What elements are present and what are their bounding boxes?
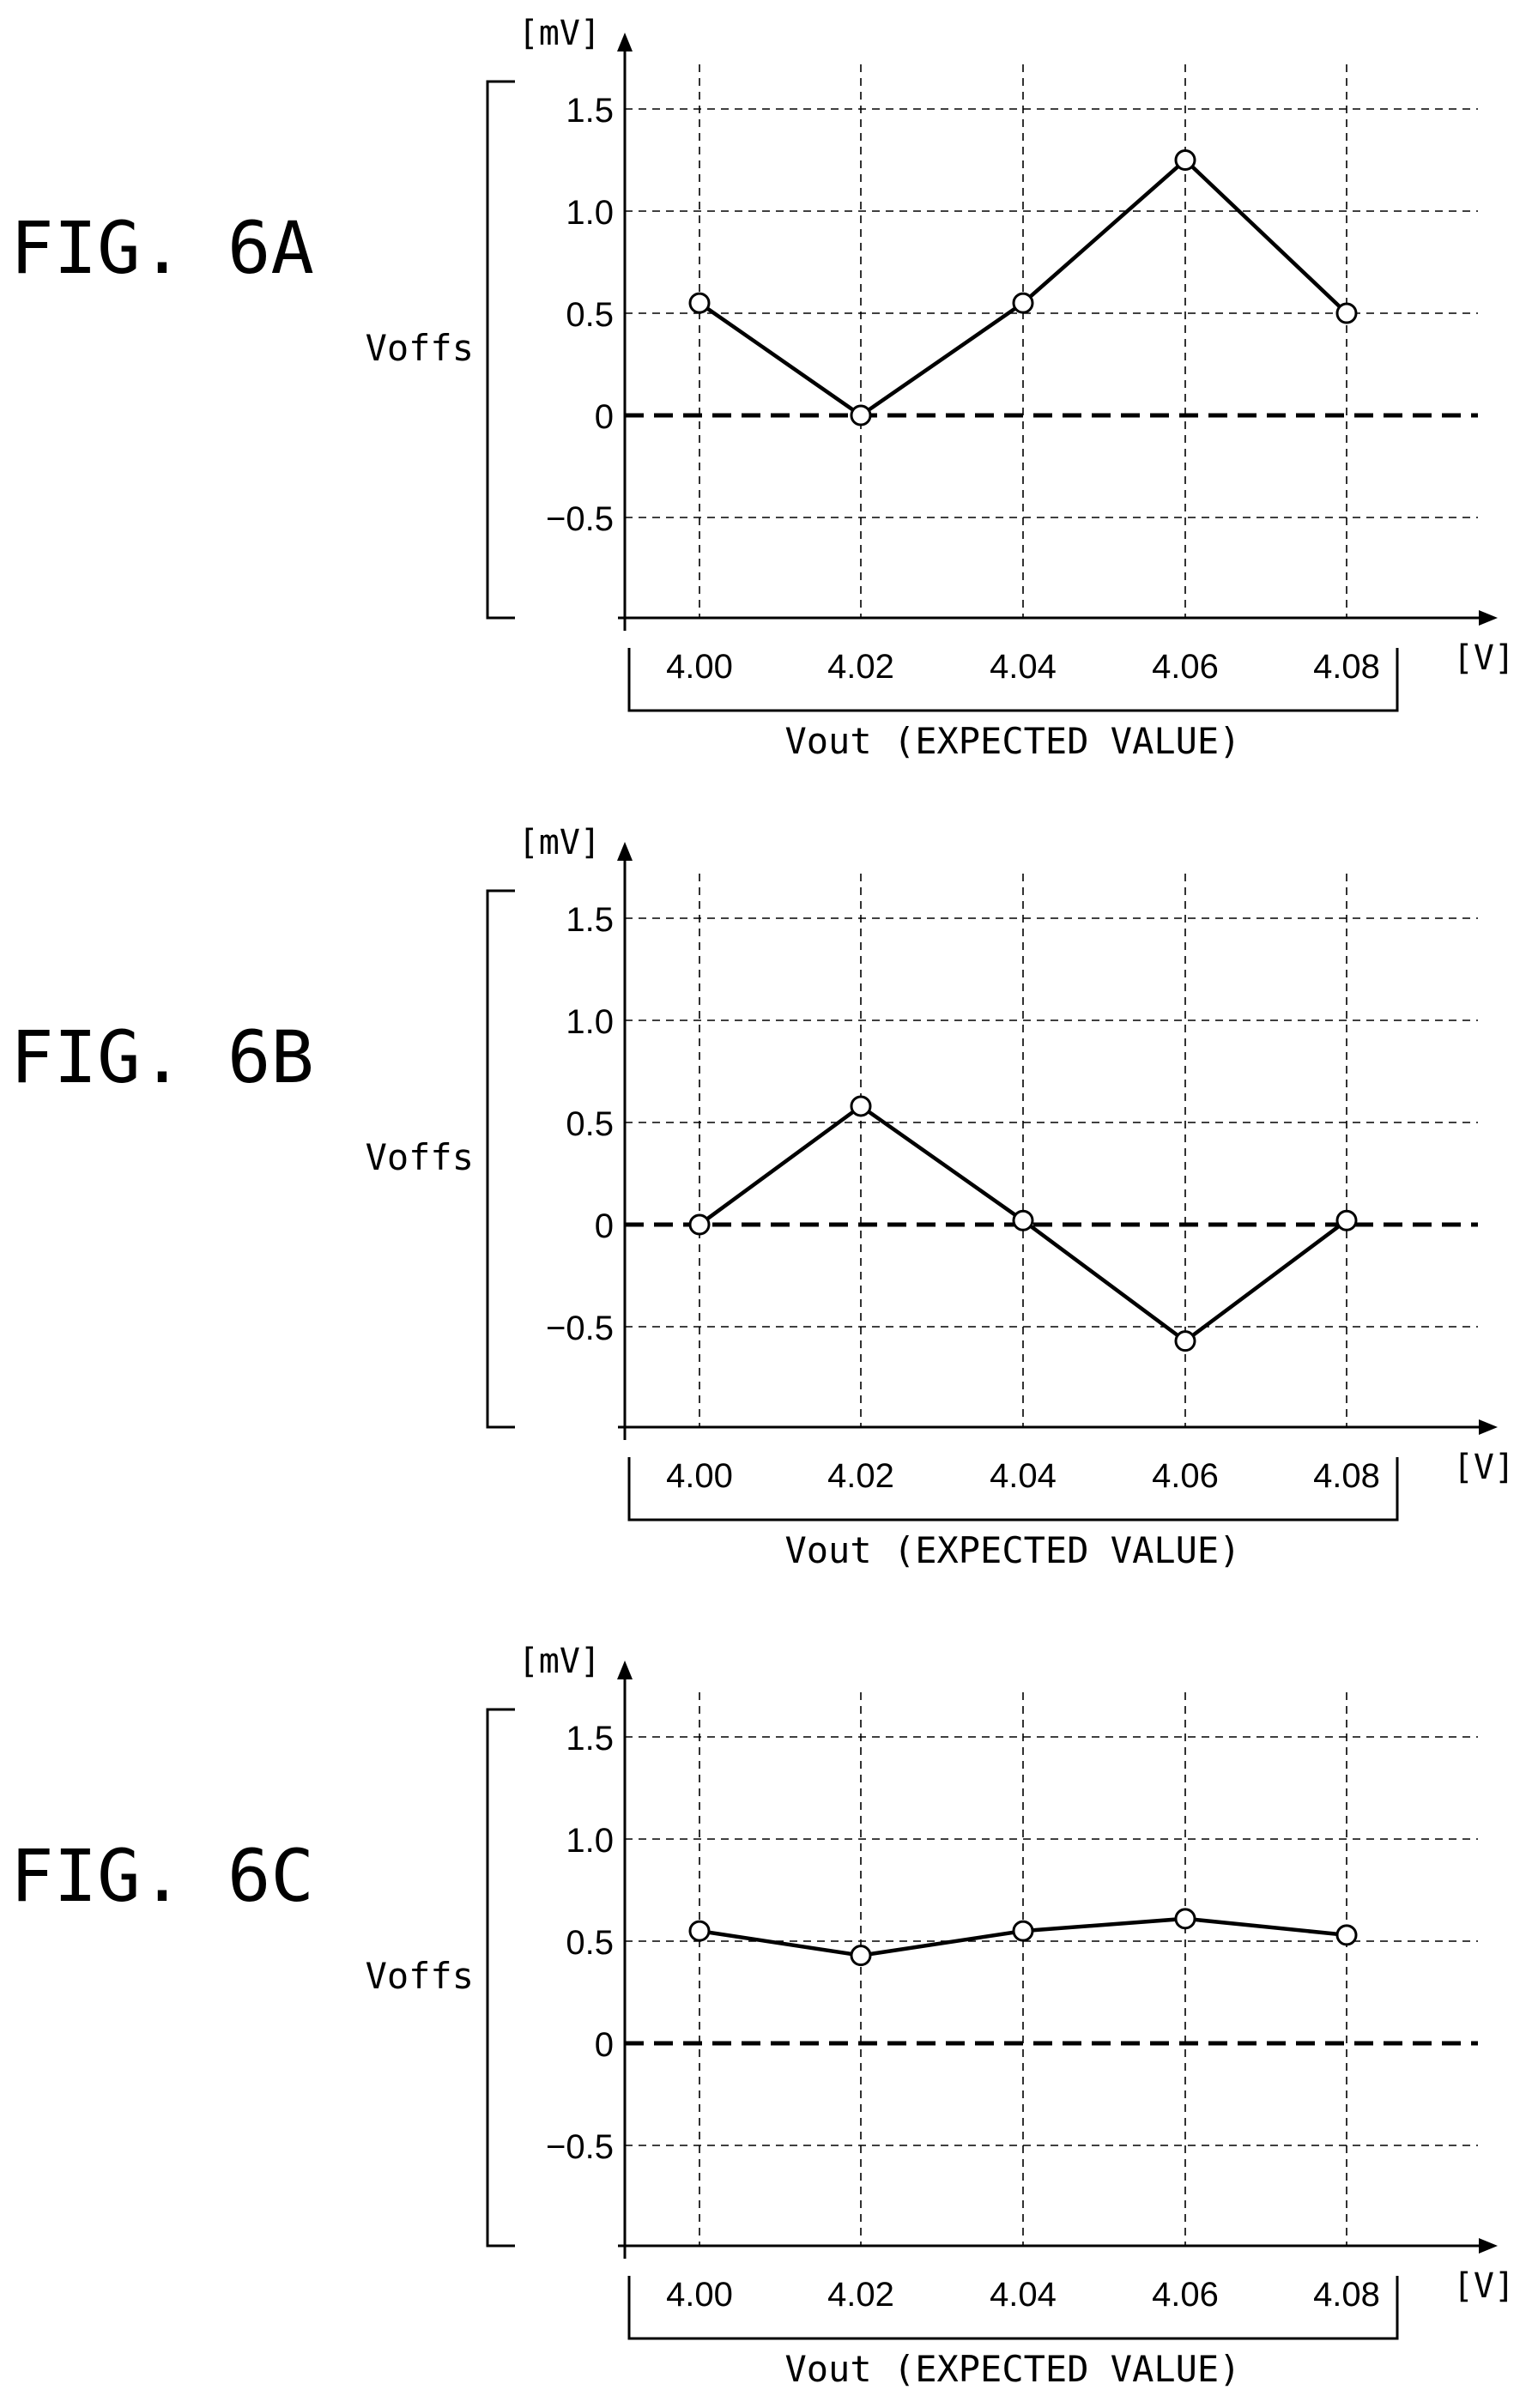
y-tick-label: −0.5	[546, 1310, 614, 1347]
y-axis-label: Voffs	[366, 327, 474, 369]
x-unit-label: [V]	[1453, 1448, 1515, 1487]
chart-panel-6a: FIG. 6A Voffs [mV] 1.5 1.0 0.5 0 −0.5 4.00 4.02 4.…	[0, 0, 1532, 772]
y-tick-label: 0.5	[566, 296, 614, 334]
y-tick-label: 1.5	[566, 1720, 614, 1758]
x-axis-label: Vout (EXPECTED VALUE)	[784, 2348, 1240, 2390]
data-point	[1335, 302, 1358, 324]
y-label-bracket	[486, 1708, 515, 2248]
x-label-bracket	[627, 2276, 1399, 2340]
data-point	[850, 1095, 872, 1117]
data-point	[1174, 149, 1196, 171]
data-point	[688, 1920, 711, 1942]
x-axis-arrow	[1479, 1419, 1498, 1435]
figure-label: FIG. 6C	[10, 1834, 314, 1918]
y-tick-label: 1.0	[566, 1003, 614, 1041]
y-axis-label: Voffs	[366, 1955, 474, 1997]
chart-svg: FIG. 6B Voffs [mV] 1.5 1.0 0.5 0 −0.5 4.00 4.02 4.…	[10, 823, 1515, 1571]
y-tick-label: −0.5	[546, 2128, 614, 2166]
y-axis-arrow	[617, 842, 633, 861]
x-axis-label: Vout (EXPECTED VALUE)	[784, 1529, 1240, 1571]
x-label-bracket	[627, 1457, 1399, 1522]
y-tick-label: 0	[595, 398, 614, 436]
y-tick-label: 0.5	[566, 1924, 614, 1962]
y-unit-label: [mV]	[518, 14, 601, 53]
x-tick-label: 4.08	[1313, 1457, 1380, 1495]
y-axis-arrow	[617, 33, 633, 51]
data-point	[1174, 1908, 1196, 1930]
y-axis-arrow	[617, 1661, 633, 1679]
x-tick-label: 4.00	[666, 648, 733, 686]
figure-label: FIG. 6B	[10, 1015, 314, 1099]
x-tick-label: 4.06	[1152, 2276, 1219, 2314]
y-label-bracket	[486, 889, 515, 1429]
y-unit-label: [mV]	[518, 823, 601, 862]
x-label-bracket	[627, 648, 1399, 712]
x-tick-label: 4.04	[990, 1457, 1057, 1495]
x-tick-label: 4.06	[1152, 648, 1219, 686]
chart-panel-6b: FIG. 6B Voffs [mV] 1.5 1.0 0.5 0 −0.5 4.00 4.02 4.…	[0, 809, 1532, 1582]
data-point	[1012, 1209, 1034, 1231]
chart-svg: FIG. 6A Voffs [mV] 1.5 1.0 0.5 0 −0.5 4.00 4.02 4.…	[10, 14, 1515, 762]
x-tick-label: 4.02	[827, 648, 894, 686]
y-tick-label: 1.5	[566, 92, 614, 130]
data-point	[688, 292, 711, 314]
chart-panel-6c: FIG. 6C Voffs [mV] 1.5 1.0 0.5 0 −0.5 4.00 4.02 4.…	[0, 1628, 1532, 2400]
x-tick-label: 4.08	[1313, 2276, 1380, 2314]
y-tick-label: 1.0	[566, 1822, 614, 1860]
y-tick-label: 1.0	[566, 194, 614, 232]
x-tick-label: 4.04	[990, 648, 1057, 686]
data-point	[1012, 1920, 1034, 1942]
x-tick-label: 4.00	[666, 2276, 733, 2314]
data-point	[850, 404, 872, 427]
x-unit-label: [V]	[1453, 638, 1515, 678]
x-tick-label: 4.06	[1152, 1457, 1219, 1495]
x-tick-label: 4.00	[666, 1457, 733, 1495]
y-unit-label: [mV]	[518, 1642, 601, 1681]
x-unit-label: [V]	[1453, 2266, 1515, 2306]
data-point	[850, 1945, 872, 1967]
x-tick-label: 4.02	[827, 2276, 894, 2314]
x-tick-label: 4.08	[1313, 648, 1380, 686]
chart-svg: FIG. 6C Voffs [mV] 1.5 1.0 0.5 0 −0.5 4.00 4.02 4.…	[10, 1642, 1515, 2390]
y-label-bracket	[486, 80, 515, 620]
y-tick-label: 0.5	[566, 1105, 614, 1143]
y-tick-label: 1.5	[566, 901, 614, 939]
y-tick-label: −0.5	[546, 500, 614, 538]
y-tick-label: 0	[595, 1207, 614, 1245]
x-tick-label: 4.04	[990, 2276, 1057, 2314]
figure-label: FIG. 6A	[10, 206, 314, 290]
x-axis-arrow	[1479, 610, 1498, 626]
x-tick-label: 4.02	[827, 1457, 894, 1495]
y-axis-label: Voffs	[366, 1136, 474, 1178]
data-point	[1174, 1330, 1196, 1352]
data-point	[1335, 1209, 1358, 1231]
data-point	[1335, 1924, 1358, 1946]
x-axis-label: Vout (EXPECTED VALUE)	[784, 720, 1240, 762]
x-axis-arrow	[1479, 2238, 1498, 2254]
y-tick-label: 0	[595, 2026, 614, 2064]
data-point	[688, 1213, 711, 1236]
data-point	[1012, 292, 1034, 314]
